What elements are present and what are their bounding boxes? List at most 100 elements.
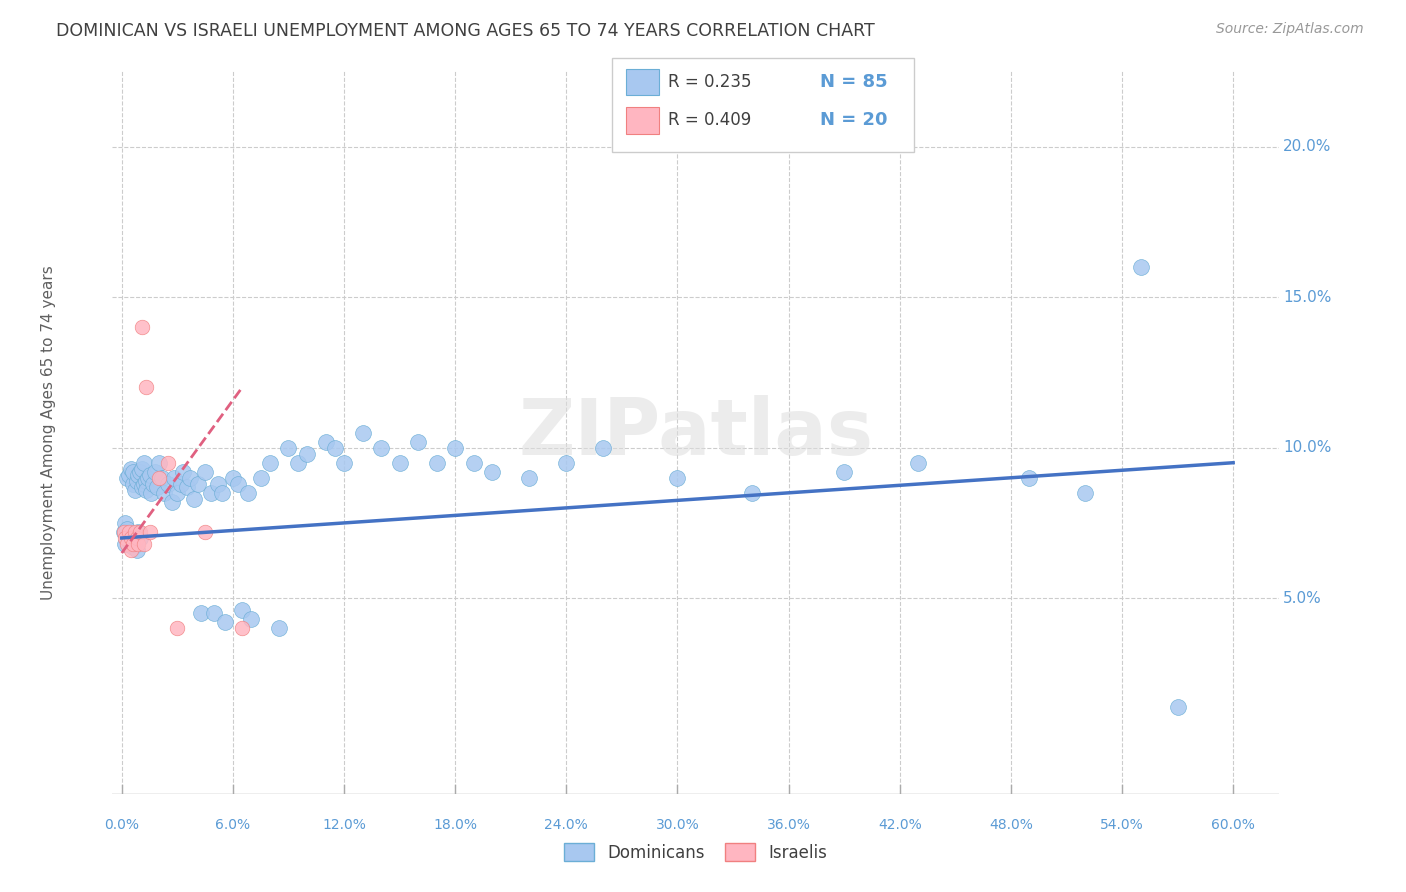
Text: N = 85: N = 85 bbox=[820, 73, 887, 91]
Point bbox=[129, 465, 152, 479]
Point bbox=[352, 425, 374, 440]
Point bbox=[481, 465, 503, 479]
Point bbox=[1074, 485, 1097, 500]
Point bbox=[555, 456, 578, 470]
Text: ZIPatlas: ZIPatlas bbox=[519, 394, 873, 471]
Point bbox=[125, 474, 148, 488]
Point bbox=[277, 441, 299, 455]
Point bbox=[129, 531, 152, 545]
Point bbox=[114, 531, 136, 545]
Text: 18.0%: 18.0% bbox=[433, 818, 477, 832]
Legend: Dominicans, Israelis: Dominicans, Israelis bbox=[558, 837, 834, 869]
Point bbox=[131, 320, 153, 334]
Text: 10.0%: 10.0% bbox=[1284, 440, 1331, 455]
Point bbox=[194, 524, 217, 539]
Point bbox=[124, 483, 146, 497]
Point bbox=[148, 456, 170, 470]
Point bbox=[112, 524, 135, 539]
Point bbox=[120, 531, 142, 545]
Point bbox=[138, 524, 160, 539]
Point bbox=[121, 540, 143, 554]
Point bbox=[120, 543, 142, 558]
Point bbox=[157, 456, 180, 470]
Point bbox=[240, 612, 263, 626]
Point bbox=[388, 456, 411, 470]
Point bbox=[269, 621, 291, 635]
Point bbox=[176, 480, 198, 494]
Point bbox=[214, 615, 236, 630]
Text: 54.0%: 54.0% bbox=[1099, 818, 1144, 832]
Point bbox=[211, 485, 233, 500]
Point bbox=[153, 485, 176, 500]
Text: 24.0%: 24.0% bbox=[544, 818, 588, 832]
Text: 48.0%: 48.0% bbox=[988, 818, 1033, 832]
Text: 12.0%: 12.0% bbox=[322, 818, 366, 832]
Text: 30.0%: 30.0% bbox=[655, 818, 699, 832]
Point bbox=[231, 621, 253, 635]
Point bbox=[832, 465, 855, 479]
Point bbox=[142, 476, 165, 491]
Text: 5.0%: 5.0% bbox=[1284, 591, 1322, 606]
Point bbox=[517, 471, 540, 485]
Point bbox=[190, 607, 212, 621]
Text: 6.0%: 6.0% bbox=[215, 818, 250, 832]
Point bbox=[172, 465, 194, 479]
Point bbox=[333, 456, 356, 470]
Point bbox=[120, 531, 142, 545]
Point bbox=[166, 621, 188, 635]
Point bbox=[129, 524, 152, 539]
Point bbox=[118, 533, 141, 548]
Point bbox=[132, 456, 155, 470]
Point bbox=[125, 531, 148, 545]
Point bbox=[148, 471, 170, 485]
Point bbox=[131, 480, 153, 494]
Text: Source: ZipAtlas.com: Source: ZipAtlas.com bbox=[1216, 22, 1364, 37]
Point bbox=[444, 441, 467, 455]
Text: 42.0%: 42.0% bbox=[877, 818, 921, 832]
Point bbox=[125, 543, 148, 558]
Point bbox=[121, 476, 143, 491]
Point bbox=[236, 485, 259, 500]
Point bbox=[323, 441, 346, 455]
Point bbox=[131, 462, 153, 476]
Point bbox=[127, 524, 149, 539]
Point bbox=[160, 495, 183, 509]
Point bbox=[166, 485, 188, 500]
Point bbox=[117, 471, 139, 485]
Point bbox=[124, 528, 146, 542]
Point bbox=[121, 465, 143, 479]
Point bbox=[315, 434, 337, 449]
Point bbox=[112, 524, 135, 539]
Text: R = 0.409: R = 0.409 bbox=[668, 112, 751, 129]
Point bbox=[1129, 260, 1152, 274]
Point bbox=[152, 471, 174, 485]
Point bbox=[231, 603, 253, 617]
Point bbox=[118, 524, 141, 539]
Point bbox=[370, 441, 392, 455]
Point bbox=[222, 471, 245, 485]
Point bbox=[117, 537, 139, 551]
Text: Unemployment Among Ages 65 to 74 years: Unemployment Among Ages 65 to 74 years bbox=[41, 265, 56, 600]
Text: 0.0%: 0.0% bbox=[104, 818, 139, 832]
Text: 60.0%: 60.0% bbox=[1211, 818, 1256, 832]
Text: N = 20: N = 20 bbox=[820, 112, 887, 129]
Point bbox=[138, 467, 160, 482]
Point bbox=[114, 537, 136, 551]
Text: 36.0%: 36.0% bbox=[766, 818, 810, 832]
Point bbox=[143, 465, 166, 479]
Point bbox=[157, 476, 180, 491]
Point bbox=[114, 516, 136, 530]
Point bbox=[666, 471, 689, 485]
Point bbox=[135, 380, 157, 394]
Point bbox=[249, 471, 271, 485]
Point bbox=[132, 476, 155, 491]
Point bbox=[1167, 699, 1189, 714]
Point bbox=[202, 607, 225, 621]
Point bbox=[406, 434, 429, 449]
Point bbox=[207, 476, 229, 491]
Point bbox=[194, 465, 217, 479]
Point bbox=[907, 456, 929, 470]
Point bbox=[463, 456, 485, 470]
Point bbox=[141, 485, 163, 500]
Point bbox=[124, 524, 146, 539]
